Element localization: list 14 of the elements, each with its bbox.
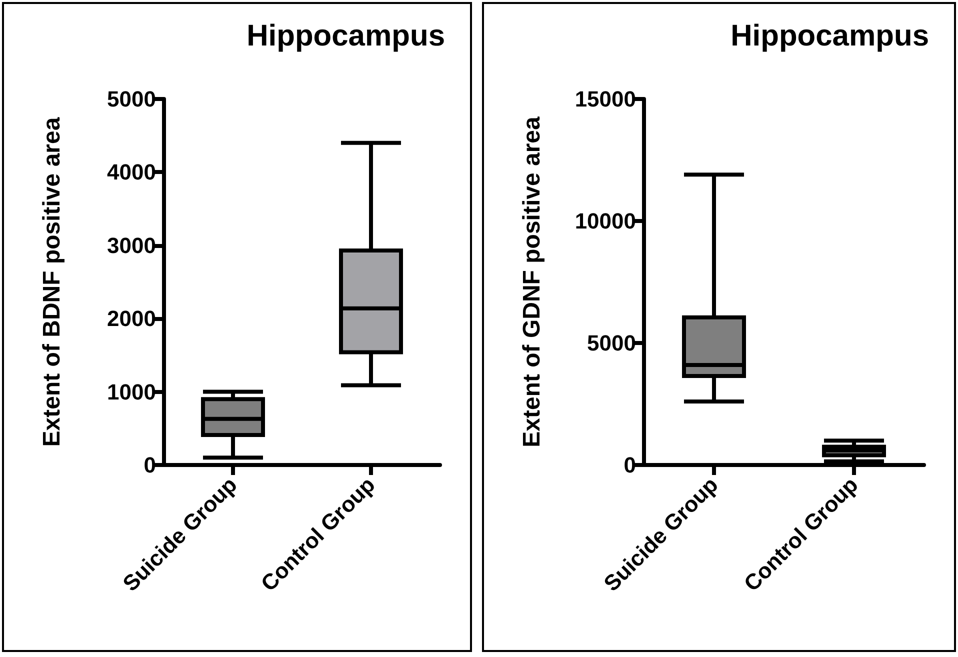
y-tick-label: 0 [144, 452, 156, 478]
y-axis-title: Extent of BDNF positive area [38, 116, 66, 447]
y-tick-label: 4000 [107, 160, 156, 185]
y-tick-label: 2000 [107, 306, 156, 332]
y-tick-label: 3000 [107, 232, 156, 258]
y-tick-label: 1000 [107, 379, 156, 404]
chart-title: Hippocampus [730, 20, 930, 52]
y-tick-label: 10000 [574, 208, 636, 234]
y-tick-label: 5000 [587, 330, 636, 356]
y-axis-title: Extent of GDNF positive area [518, 116, 546, 448]
y-tick-label: 15000 [574, 86, 636, 112]
y-tick-label: 5000 [107, 86, 156, 112]
y-tick-label: 0 [624, 452, 636, 478]
chart-title: Hippocampus [246, 20, 446, 52]
